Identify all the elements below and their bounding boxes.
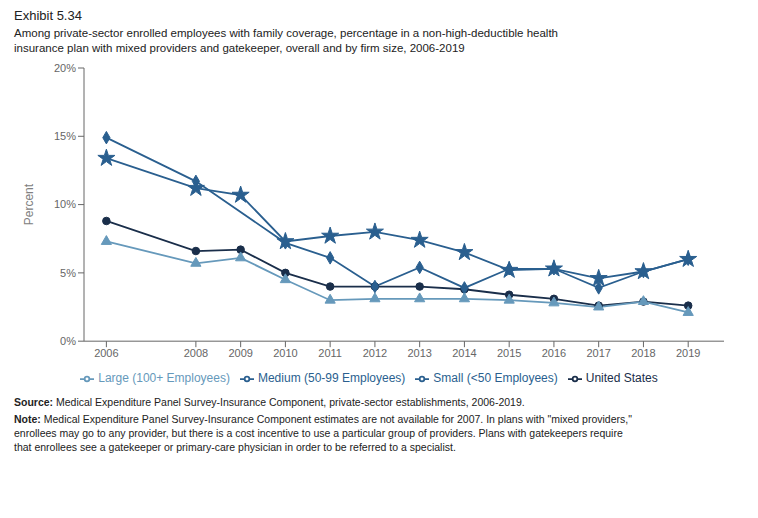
svg-text:2006: 2006	[94, 347, 118, 359]
svg-text:2014: 2014	[452, 347, 476, 359]
svg-text:2019: 2019	[676, 347, 700, 359]
svg-text:0%: 0%	[60, 335, 76, 347]
svg-text:2011: 2011	[318, 347, 342, 359]
html-text:Exhibit 5.34: Exhibit 5.34	[14, 8, 82, 23]
html-text:Small (<50 Employees): Small (<50 Employees)	[433, 371, 558, 386]
html-text:Source: Medical Expenditure Pa: Source: Medical Expenditure Panel Survey…	[14, 396, 525, 408]
svg-text:Percent: Percent	[22, 183, 36, 225]
html-text:United States: United States	[585, 371, 658, 386]
svg-text:2013: 2013	[407, 347, 431, 359]
html-text:Note: Medical Expenditure Pane: Note: Medical Expenditure Panel Survey-I…	[14, 413, 632, 453]
html-text:Large (100+ Employees): Large (100+ Employees)	[98, 371, 230, 386]
svg-text:2015: 2015	[497, 347, 521, 359]
svg-text:2018: 2018	[631, 347, 655, 359]
svg-text:2008: 2008	[184, 347, 208, 359]
svg-text:15%: 15%	[54, 130, 76, 142]
svg-text:2016: 2016	[542, 347, 566, 359]
svg-text:2017: 2017	[586, 347, 610, 359]
html-text:Among private-sector enrolled: Among private-sector enrolled employees …	[14, 27, 558, 54]
svg-text:2012: 2012	[363, 347, 387, 359]
svg-text:5%: 5%	[60, 267, 76, 279]
svg-text:2010: 2010	[273, 347, 297, 359]
svg-text:10%: 10%	[54, 198, 76, 210]
svg-text:2009: 2009	[228, 347, 252, 359]
html-text:Medium (50-99 Employees): Medium (50-99 Employees)	[258, 371, 406, 386]
svg-text:20%: 20%	[54, 62, 76, 74]
